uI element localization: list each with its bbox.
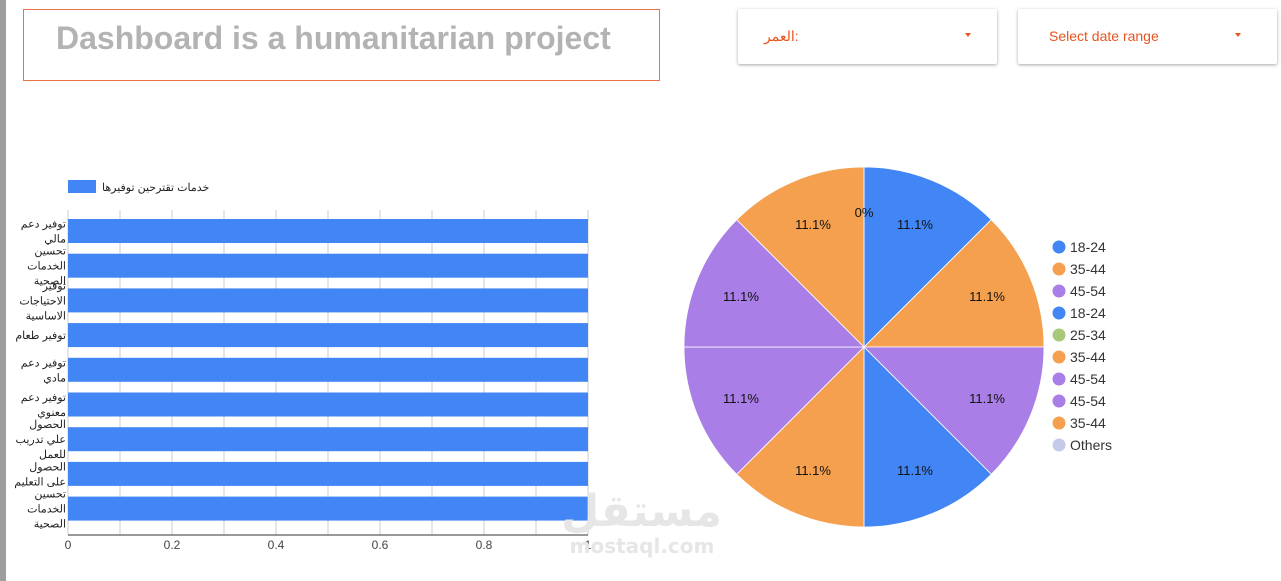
slice-label: 11.1% — [897, 217, 933, 232]
legend-label: خدمات تقترحين توفيرها — [102, 182, 209, 194]
category-label: الاحتياجات — [19, 295, 66, 307]
legend-marker — [1052, 240, 1066, 254]
date-range-dropdown[interactable]: Select date range — [1018, 9, 1277, 64]
category-label: الصحية — [34, 276, 66, 288]
watermark-arabic: مستقل — [561, 486, 722, 537]
pie-slice — [683, 346, 865, 475]
watermark-latin: mostaql.com — [569, 534, 715, 558]
category-label: الحصول — [29, 419, 66, 431]
bar — [68, 357, 588, 382]
category-label: مادي — [43, 372, 66, 384]
legend-marker — [1052, 284, 1066, 298]
x-tick-label: 0.2 — [164, 538, 181, 552]
bar — [68, 219, 588, 243]
legend-label: 45-54 — [1070, 283, 1106, 299]
legend-label: 35-44 — [1070, 415, 1106, 431]
legend-marker — [1052, 262, 1066, 276]
legend-marker — [1052, 394, 1066, 408]
category-label: تحسين — [34, 489, 66, 501]
category-label: علي تدريب — [16, 434, 66, 446]
legend-label: 45-54 — [1070, 393, 1106, 409]
chevron-down-icon — [965, 33, 971, 37]
legend-marker — [1052, 350, 1066, 364]
category-label: الحصول — [29, 461, 66, 473]
legend-label: 18-24 — [1070, 305, 1106, 321]
slice-label: 11.1% — [897, 463, 933, 478]
slice-label: 11.1% — [795, 217, 831, 232]
chevron-down-icon — [1235, 33, 1241, 37]
category-label: مالي — [44, 234, 66, 246]
slice-label: 11.1% — [723, 289, 759, 304]
bar — [68, 427, 588, 452]
category-label: توفير دعم — [21, 392, 66, 404]
bar — [68, 253, 588, 278]
page-title: Dashboard is a humanitarian project — [56, 20, 611, 56]
category-label: الاساسية — [26, 310, 66, 322]
category-label: الخدمات — [27, 261, 66, 273]
slice-label: 11.1% — [969, 391, 1005, 406]
pie-slice — [863, 346, 1045, 475]
bar — [68, 288, 588, 313]
slice-label: 11.1% — [795, 463, 831, 478]
legend-label: 45-54 — [1070, 371, 1106, 387]
age-filter-dropdown[interactable]: العمر: — [738, 9, 997, 64]
legend-label: 35-44 — [1070, 261, 1106, 277]
bar — [68, 461, 588, 486]
legend-marker — [1052, 372, 1066, 386]
watermark-logo: مستقل mostaql.com — [561, 486, 722, 559]
legend-label: 25-34 — [1070, 327, 1106, 343]
legend-swatch — [68, 180, 96, 193]
pie-slice — [863, 346, 992, 528]
legend-marker — [1052, 416, 1066, 430]
title-panel: Dashboard is a humanitarian project — [23, 9, 660, 81]
pie-slice — [863, 166, 992, 348]
category-label: معنوي — [37, 407, 66, 419]
legend-marker — [1052, 306, 1066, 320]
age-filter-label: العمر: — [764, 28, 799, 44]
category-label: توفير دعم — [21, 357, 66, 369]
slice-label-zero: 0% — [855, 205, 874, 220]
x-tick-label: 0.4 — [268, 538, 285, 552]
category-label: توفير دعم — [21, 219, 66, 231]
category-label: تحسين — [34, 246, 66, 258]
x-tick-label: 0.8 — [476, 538, 493, 552]
pie-slice — [736, 346, 865, 528]
category-label: على التعليم — [14, 476, 66, 488]
pie-slice — [736, 166, 865, 348]
pie-slice — [683, 219, 865, 348]
bar — [68, 392, 588, 417]
category-label: للعمل — [39, 449, 66, 461]
category-label: توفير طعام — [15, 330, 66, 342]
x-tick-label: 0.6 — [372, 538, 389, 552]
legend-label: 18-24 — [1070, 239, 1106, 255]
bar-chart: 0 0.2 0.4 0.6 0.8 1 خدمات تقترحين توفيرها توفير… — [14, 180, 592, 552]
bar — [68, 323, 588, 348]
legend-marker — [1052, 328, 1066, 342]
x-tick-label: 1 — [585, 538, 592, 552]
date-range-label: Select date range — [1049, 28, 1159, 44]
x-tick-label: 0 — [65, 538, 72, 552]
bar — [68, 496, 588, 521]
category-label: توفير — [42, 280, 66, 292]
legend-label: Others — [1070, 437, 1112, 453]
category-label: الخدمات — [27, 504, 66, 516]
pie-chart: 11.1% 11.1% 11.1% 11.1% 11.1% 11.1% 11.1% 11.1%… — [683, 166, 1112, 528]
pie-slice — [863, 219, 1045, 348]
window-edge — [0, 0, 6, 581]
slice-label: 11.1% — [723, 391, 759, 406]
slice-label: 11.1% — [969, 289, 1005, 304]
legend-label: 35-44 — [1070, 349, 1106, 365]
legend-marker — [1052, 438, 1066, 452]
category-label: الصحية — [34, 519, 66, 531]
